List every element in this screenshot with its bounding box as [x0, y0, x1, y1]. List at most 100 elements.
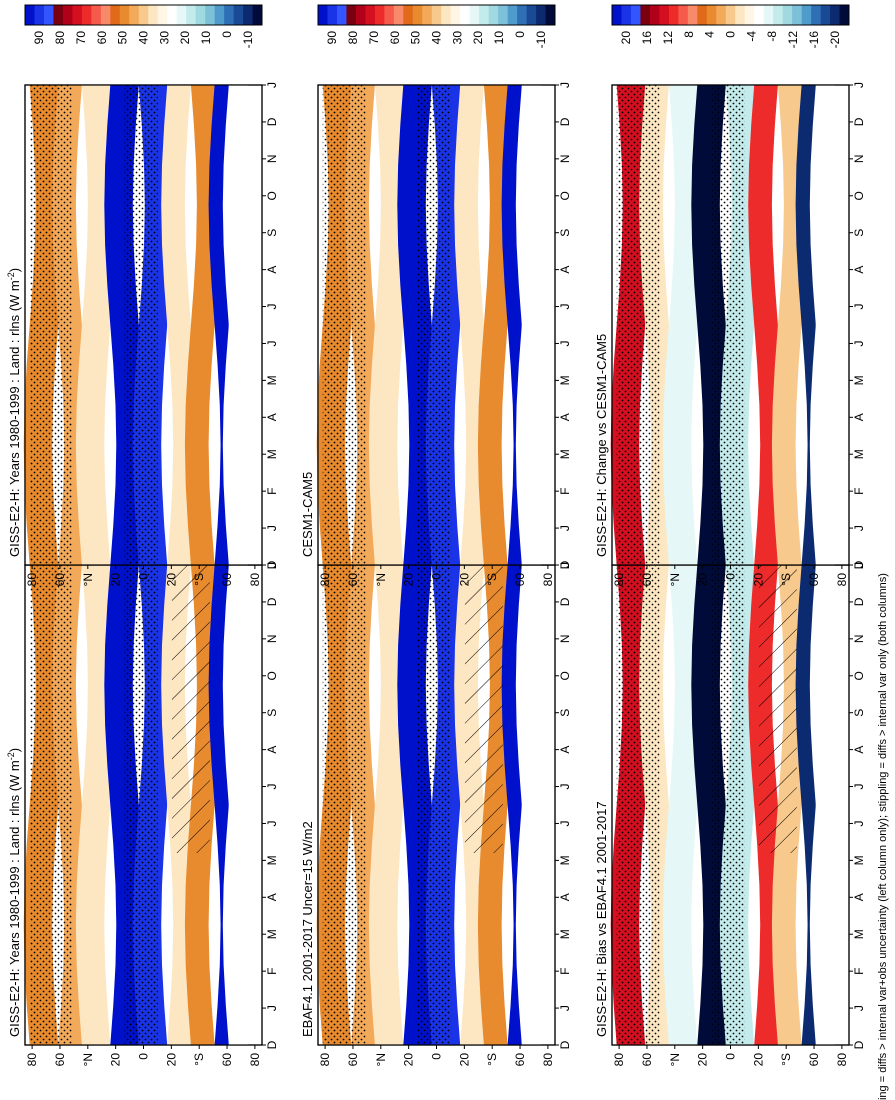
colorbar-tick-label: 70 — [367, 31, 381, 45]
panel-title: GISS-E2-H: Bias vs EBAF4.1 2001-2017 — [594, 801, 609, 1037]
lat-tick-label: 20 — [696, 1053, 710, 1067]
month-tick-label: J — [265, 820, 279, 826]
colorbar-swatch — [355, 5, 366, 25]
lat-tick-label: 60 — [220, 1053, 234, 1067]
lat-tick-label: 0 — [724, 1053, 738, 1060]
month-tick-label: M — [558, 929, 572, 939]
colorbar-swatch — [630, 5, 641, 25]
lat-tick-label: 20 — [164, 1053, 178, 1067]
colorbar-tick-label: 0 — [513, 31, 527, 38]
lat-tick-label: °N — [81, 573, 95, 586]
month-tick-label: A — [558, 746, 572, 754]
lat-tick-label: °S — [192, 1053, 206, 1066]
month-tick-label: A — [852, 266, 866, 274]
lat-tick-label: 60 — [513, 1053, 527, 1067]
colorbar-tick-label: 90 — [325, 31, 339, 45]
colorbar-swatch — [422, 5, 433, 25]
stipple-region — [711, 85, 745, 565]
colorbar-swatch — [792, 5, 802, 25]
colorbar-swatch — [43, 5, 54, 25]
lat-tick-label: 20 — [402, 1053, 416, 1067]
panel-title: CESM1-CAM5 — [300, 472, 315, 557]
month-tick-label: O — [558, 671, 572, 680]
lat-tick-label: °S — [192, 573, 206, 586]
colorbar-swatch — [167, 5, 177, 25]
lat-tick-label: 20 — [402, 573, 416, 587]
month-tick-label: A — [852, 746, 866, 754]
colorbar-swatch — [735, 5, 746, 25]
colorbar-swatch — [62, 5, 73, 25]
colorbar-swatch — [640, 5, 651, 25]
colorbar-tick-label: 0 — [724, 31, 738, 38]
month-tick-label: N — [558, 155, 572, 164]
lat-tick-label: °N — [668, 1053, 682, 1066]
lat-tick-label: °N — [81, 1053, 95, 1066]
stipple-region — [322, 565, 366, 1045]
panel-title: GISS-E2-H: Years 1980-1999 : Land : rlns… — [6, 748, 22, 1037]
month-tick-label: D — [852, 597, 866, 606]
stipple-region — [29, 565, 73, 1045]
colorbar-frame — [24, 4, 263, 26]
month-tick-label: M — [558, 855, 572, 865]
month-tick-label: N — [558, 635, 572, 644]
month-tick-label: M — [265, 449, 279, 459]
month-tick-label: O — [265, 191, 279, 200]
month-tick-label: F — [265, 487, 279, 494]
colorbar-swatch — [374, 5, 385, 25]
lat-tick-label: 60 — [220, 573, 234, 587]
month-tick-label: D — [852, 1040, 866, 1049]
colorbar-swatch — [53, 5, 64, 25]
colorbar-tick-label: 50 — [116, 31, 130, 45]
colorbar-swatch — [479, 5, 489, 25]
lat-tick-label: °S — [779, 1053, 793, 1066]
colorbar-swatch — [252, 5, 263, 25]
colorbar-swatch — [498, 5, 508, 25]
month-tick-label: J — [852, 820, 866, 826]
month-tick-label: J — [852, 1005, 866, 1011]
lat-tick-label: 80 — [25, 1053, 39, 1067]
hatch-region — [464, 565, 503, 853]
colorbar-swatch — [205, 5, 215, 25]
stipple-region — [616, 565, 660, 1045]
footnote: hatching = diffs > internal var+obs unce… — [877, 573, 889, 1100]
month-tick-label: J — [558, 562, 572, 568]
colorbar-swatch — [763, 5, 774, 25]
month-tick-label: O — [265, 671, 279, 680]
colorbar-tick-label: 60 — [388, 31, 402, 45]
lat-tick-label: 0 — [137, 573, 151, 580]
month-tick-label: J — [852, 82, 866, 88]
month-tick-label: S — [265, 229, 279, 237]
colorbar-swatch — [403, 5, 414, 25]
lat-tick-label: °S — [485, 1053, 499, 1066]
lat-tick-label: 20 — [109, 1053, 123, 1067]
colorbar-frame — [317, 4, 556, 26]
lat-tick-label: 80 — [612, 573, 626, 587]
month-tick-label: A — [265, 266, 279, 274]
contour-band — [222, 85, 254, 565]
colorbar-swatch — [754, 5, 764, 25]
month-tick-label: A — [265, 893, 279, 901]
lat-tick-label: 20 — [696, 573, 710, 587]
colorbar: 20 16 12 8 4 0 -4 -8 -12 -16 -20 — [611, 4, 850, 49]
month-tick-label: J — [265, 340, 279, 346]
colorbar-tick-label: -20 — [828, 31, 842, 49]
colorbar-tick-label: 40 — [137, 31, 151, 45]
colorbar-swatch — [72, 5, 83, 25]
stipple-region — [124, 85, 158, 565]
month-tick-label: F — [852, 487, 866, 494]
colorbar-tick-label: 30 — [450, 31, 464, 45]
colorbar-swatch — [365, 5, 376, 25]
lat-tick-label: 60 — [53, 573, 67, 587]
lat-tick-label: 0 — [430, 573, 444, 580]
month-tick-label: D — [558, 597, 572, 606]
month-tick-label: A — [265, 413, 279, 421]
colorbar-tick-label: 16 — [640, 31, 654, 45]
month-tick-label: A — [558, 893, 572, 901]
month-tick-label: M — [852, 449, 866, 459]
lat-tick-label: 80 — [612, 1053, 626, 1067]
contour-band — [222, 565, 254, 1045]
colorbar-swatch — [744, 5, 755, 25]
